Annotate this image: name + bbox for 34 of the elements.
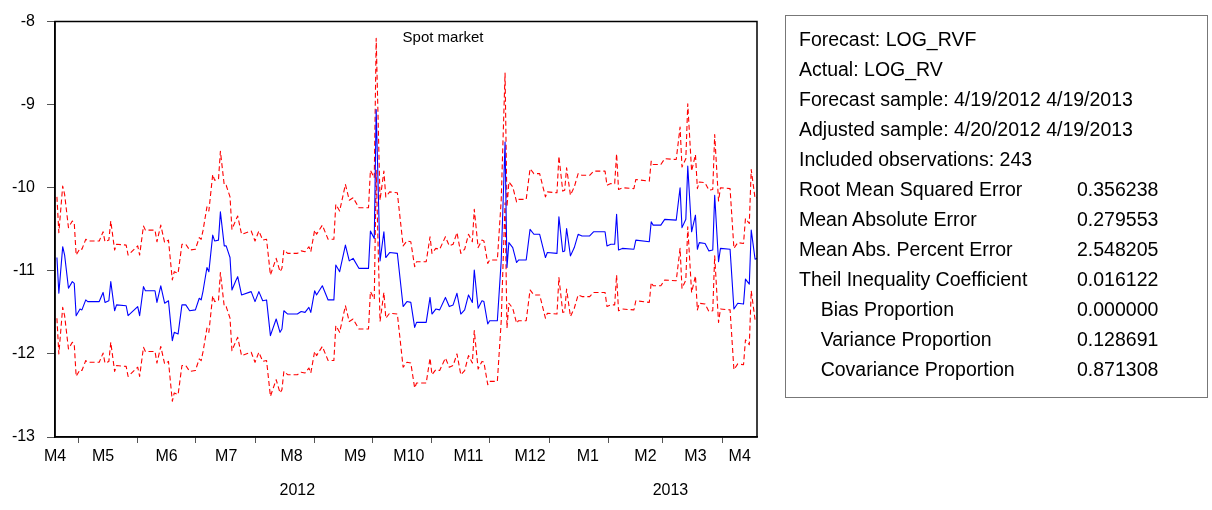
x-tick-label: M11 — [453, 447, 484, 465]
text: Actual: LOG_RV — [799, 57, 943, 83]
x-tick-label: M10 — [393, 447, 425, 465]
x-tick-label: M1 — [576, 447, 599, 465]
x-tick-label: M4 — [728, 447, 751, 465]
y-tick-label: -13 — [11, 427, 36, 445]
x-tick-label: M5 — [91, 447, 115, 465]
text: Bias Proportion 0.000000 — [820, 298, 1159, 320]
x2-tick-label: 2013 — [652, 481, 689, 499]
text: Mean Abs. Percent Error 2.548205 — [799, 238, 1159, 260]
x-tick-label: M4 — [43, 447, 67, 465]
x-tick-label: M7 — [215, 447, 238, 465]
x-tick-label: M6 — [155, 447, 178, 465]
text: Forecast sample: 4/19/2012 4/19/2013 — [799, 87, 1133, 112]
y-tick-label: -8 — [20, 12, 36, 30]
chart-title: Spot market — [402, 27, 485, 45]
x-tick-label: M2 — [634, 447, 657, 465]
text: Mean Absolute Error 0.279553 — [799, 208, 1159, 230]
text: Variance Proportion 0.128691 — [820, 328, 1159, 350]
y-tick-label: -9 — [20, 95, 36, 113]
y-tick-label: -11 — [13, 261, 36, 279]
text: Theil Inequality Coefficient 0.016122 — [799, 268, 1159, 290]
x-tick-label: M12 — [514, 447, 546, 465]
y-tick-label: -12 — [11, 344, 36, 362]
x-tick-label: M8 — [280, 447, 303, 465]
y-tick-label: -10 — [11, 178, 36, 196]
text: Included observations: 243 — [799, 147, 1033, 172]
text: Root Mean Squared Error 0.356238 — [799, 178, 1159, 200]
x-tick-label: M9 — [343, 447, 367, 465]
text: Forecast: LOG_RVF — [799, 27, 977, 53]
x-tick-label: M3 — [684, 447, 707, 465]
text: Adjusted sample: 4/20/2012 4/19/2013 — [799, 117, 1133, 142]
text: Covariance Proportion 0.871308 — [820, 358, 1159, 380]
x2-tick-label: 2012 — [279, 481, 316, 499]
